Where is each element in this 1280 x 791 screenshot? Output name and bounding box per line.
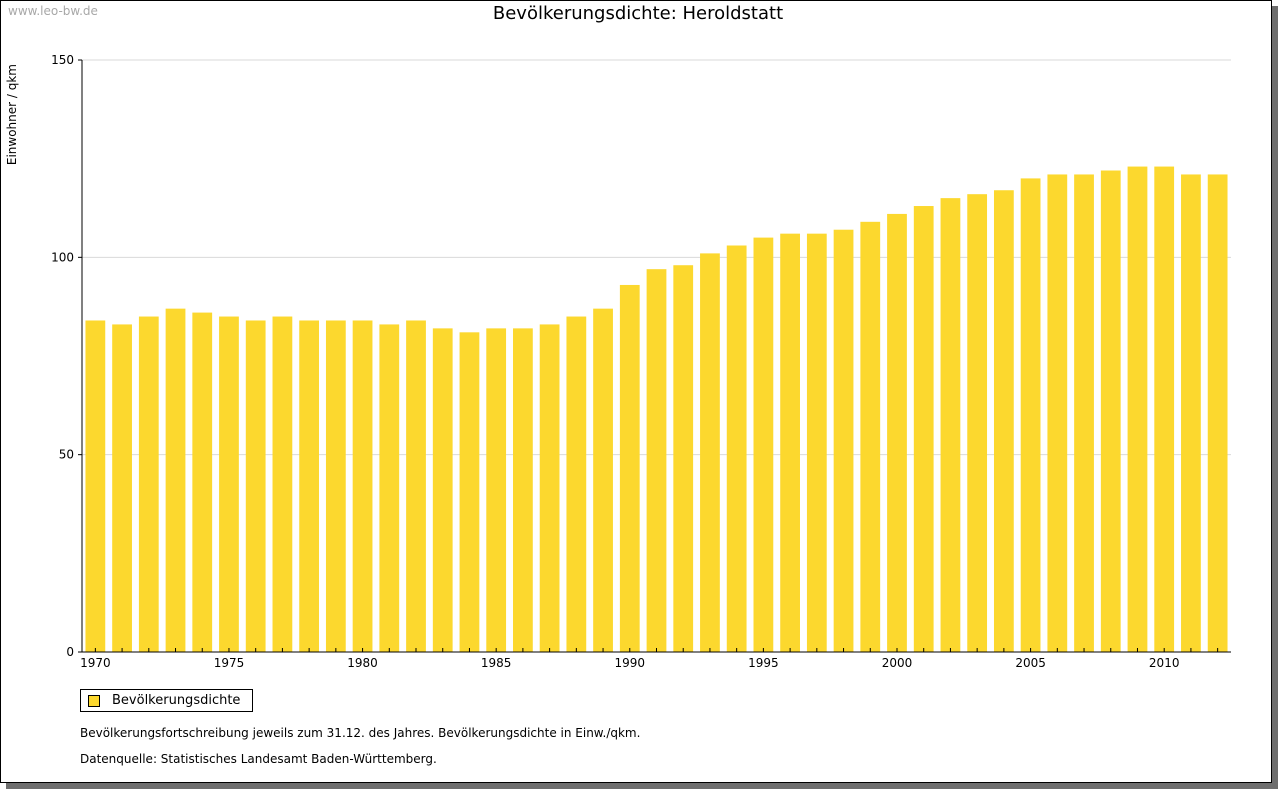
y-axis-label: Einwohner / qkm — [5, 64, 19, 165]
bar — [325, 320, 346, 652]
bar — [539, 324, 560, 652]
bar — [646, 269, 667, 652]
bar — [219, 316, 239, 652]
bar — [352, 320, 373, 652]
bar — [753, 237, 774, 652]
bar — [1154, 166, 1175, 652]
bar — [272, 316, 293, 652]
bar — [299, 320, 320, 652]
y-tick-label: 100 — [51, 250, 74, 264]
data-source: Datenquelle: Statistisches Landesamt Bad… — [80, 752, 437, 766]
x-tick-label: 1990 — [615, 656, 646, 670]
bar — [780, 233, 800, 653]
bar — [85, 320, 106, 652]
bar — [165, 308, 186, 652]
bar — [513, 328, 533, 652]
bar — [673, 265, 694, 652]
bar — [138, 316, 159, 652]
x-tick-label: 1995 — [748, 656, 779, 670]
x-tick-label: 1975 — [214, 656, 245, 670]
bar — [700, 253, 720, 653]
x-tick-label: 2005 — [1015, 656, 1046, 670]
bar — [940, 198, 961, 652]
bar — [1100, 170, 1121, 653]
watermark: www.leo-bw.de — [8, 4, 98, 18]
bar — [486, 328, 507, 652]
bar — [619, 284, 640, 652]
bar — [245, 320, 266, 652]
bar — [833, 229, 854, 652]
x-tick-label: 1985 — [481, 656, 512, 670]
bar — [1181, 174, 1201, 652]
bar — [406, 320, 426, 652]
bar — [993, 190, 1014, 653]
bar — [459, 332, 480, 652]
x-tick-label: 1980 — [347, 656, 378, 670]
bar — [1074, 174, 1094, 652]
legend-label: Bevölkerungsdichte — [112, 693, 241, 708]
bar — [593, 308, 613, 652]
bar — [860, 221, 881, 652]
legend: Bevölkerungsdichte — [80, 689, 253, 712]
bar — [806, 233, 827, 653]
bar — [1127, 166, 1148, 652]
bar — [432, 328, 453, 652]
bar — [726, 245, 747, 652]
x-tick-label: 2010 — [1149, 656, 1180, 670]
bar — [192, 312, 213, 652]
bar — [379, 324, 400, 652]
legend-swatch — [88, 694, 100, 707]
bar — [913, 206, 934, 652]
bar — [566, 316, 587, 652]
bar — [1020, 178, 1041, 652]
chart-title: Bevölkerungsdichte: Heroldstatt — [492, 3, 784, 24]
bar — [1207, 174, 1228, 652]
y-tick-label: 0 — [66, 645, 74, 659]
bar — [112, 324, 132, 652]
bar — [1047, 174, 1068, 652]
bar — [887, 213, 907, 653]
footnote: Bevölkerungsfortschreibung jeweils zum 3… — [80, 726, 641, 740]
bar — [967, 194, 988, 653]
x-tick-label: 1970 — [80, 656, 111, 670]
x-tick-label: 2000 — [882, 656, 913, 670]
y-tick-label: 50 — [59, 448, 74, 462]
y-tick-label: 150 — [51, 53, 74, 67]
